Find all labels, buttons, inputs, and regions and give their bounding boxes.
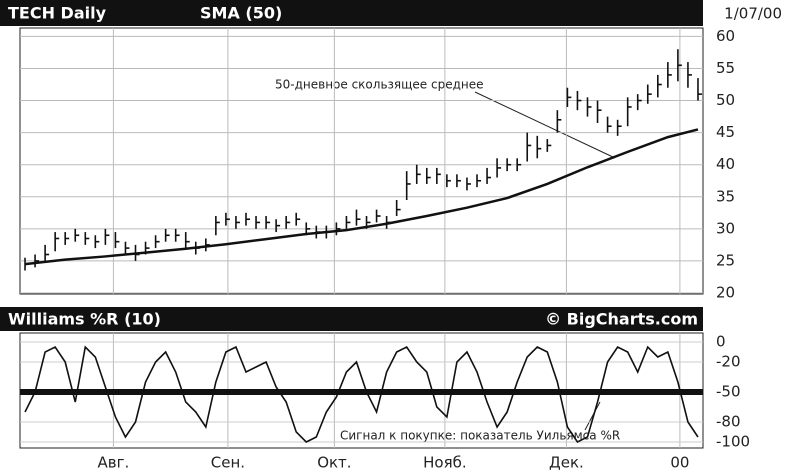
annotation-arrow: [474, 91, 616, 159]
indicator: SMA (50): [200, 4, 282, 23]
annotation-arrow: [584, 401, 601, 431]
y-tick-label: 30: [716, 219, 735, 237]
date: 1/07/00: [724, 5, 782, 23]
price-frame: [19, 27, 704, 295]
y-tick-label: 60: [716, 27, 735, 45]
y-tick-label: 0: [716, 333, 726, 351]
annotation: Сигнал к покупке: показатель Уильямса %R: [340, 429, 620, 443]
panel-title: Williams %R (10): [8, 310, 161, 329]
x-tick-label: Авг.: [98, 454, 130, 472]
header-bar: [0, 307, 703, 331]
y-tick-label: 55: [716, 59, 735, 77]
x-tick-label: 00: [670, 454, 689, 472]
y-tick-label: 50: [716, 91, 735, 109]
y-tick-label: -100: [716, 433, 750, 451]
y-tick-label: 20: [716, 284, 735, 302]
sma-line: [24, 128, 699, 266]
y-tick-label: 25: [716, 251, 735, 269]
chart-title: TECH Daily: [8, 4, 107, 23]
y-tick-label: 40: [716, 155, 735, 173]
y-tick-label: -80: [716, 413, 741, 431]
y-tick-label: -50: [716, 383, 741, 401]
annotation: 50-дневное скользящее среднее: [275, 78, 484, 92]
x-tick-label: Окт.: [317, 454, 351, 472]
credit: © BigCharts.com: [545, 310, 698, 329]
wr-line: [24, 345, 699, 444]
header-bar: [0, 0, 703, 26]
x-tick-label: Нояб.: [423, 454, 467, 472]
y-tick-label: -20: [716, 353, 741, 371]
y-tick-label: 45: [716, 123, 735, 141]
x-tick-label: Сен.: [211, 454, 245, 472]
x-tick-label: Дек.: [549, 454, 584, 472]
y-tick-label: 35: [716, 187, 735, 205]
